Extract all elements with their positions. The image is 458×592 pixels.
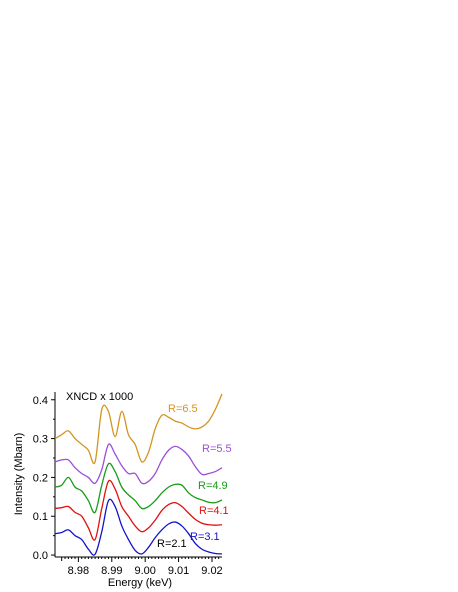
series-label: R=4.1 [199, 505, 229, 517]
x-tick-label: 8.99 [101, 565, 122, 577]
ticks: 0.0 0.1 0.2 0.3 0.4 8.98 8.99 9.00 9.01 9.02 [33, 395, 223, 577]
x-tick-label: 9.00 [134, 565, 155, 577]
series-label: R=5.5 [202, 443, 232, 455]
series-label: R=2.1 [157, 538, 187, 550]
series-labels: R=2.1R=3.1 R=4.1 R=4.9 R=5.5 R=6.5 [157, 403, 232, 550]
series-group [54, 393, 223, 556]
y-axis-title: Intensity (Mbarn) [13, 433, 25, 516]
y-tick-label: 0.0 [33, 550, 48, 562]
annotation-label: XNCD x 1000 [66, 391, 133, 403]
series-line [54, 393, 223, 465]
x-tick-label: 9.02 [201, 565, 222, 577]
series-line [54, 462, 223, 514]
x-axis-title: Energy (keV) [108, 577, 172, 589]
series-label: R=3.1 [190, 531, 220, 543]
y-tick-label: 0.3 [33, 434, 48, 446]
y-tick-label: 0.4 [33, 395, 48, 407]
series-label: R=6.5 [168, 403, 198, 415]
y-tick-label: 0.2 [33, 472, 48, 484]
series-line [54, 498, 223, 556]
series-line [54, 443, 223, 485]
y-tick-label: 0.1 [33, 511, 48, 523]
series-line [54, 479, 223, 541]
series-label: R=4.9 [198, 480, 228, 492]
x-tick-label: 9.01 [168, 565, 189, 577]
x-tick-label: 8.98 [68, 565, 89, 577]
